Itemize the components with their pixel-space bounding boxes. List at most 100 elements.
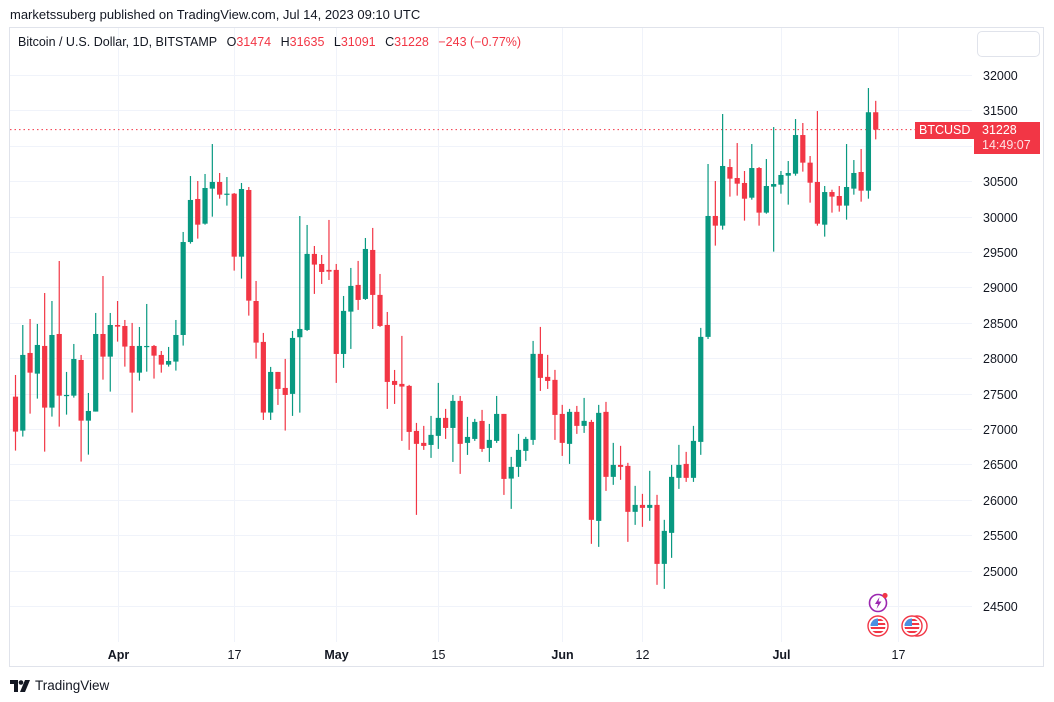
scale-settings-button[interactable] xyxy=(977,31,1040,57)
lightning-event-icon[interactable] xyxy=(868,591,890,618)
price-tick-label: 30500 xyxy=(983,175,1018,189)
candle-down xyxy=(617,445,624,480)
tradingview-logo-icon xyxy=(10,679,30,692)
candle-down xyxy=(807,155,813,203)
candles xyxy=(12,88,879,589)
candle-body xyxy=(209,181,215,189)
candle-up xyxy=(71,343,77,398)
candle-body xyxy=(523,438,529,451)
candle-body xyxy=(34,344,40,374)
us-flag-event-icon-stack[interactable] xyxy=(901,615,929,642)
candle-body xyxy=(144,345,150,348)
candle-down xyxy=(858,148,864,202)
candle-body xyxy=(763,186,769,213)
candle-up xyxy=(173,319,179,371)
price-tick-label: 25500 xyxy=(983,529,1018,543)
candle-body xyxy=(545,376,551,381)
candle-down xyxy=(734,143,740,196)
price-tick-label: 32000 xyxy=(983,69,1018,83)
candle-body xyxy=(822,192,828,225)
candle-body xyxy=(71,358,77,396)
candle-down xyxy=(399,335,405,441)
candle-down xyxy=(122,319,128,367)
candle-body xyxy=(428,434,434,445)
candle-body xyxy=(654,504,660,564)
candle-body xyxy=(391,380,398,385)
candle-up xyxy=(63,371,70,415)
candle-body xyxy=(260,341,266,413)
candle-up xyxy=(632,485,638,525)
candle-body xyxy=(792,135,799,174)
candle-body xyxy=(348,285,354,312)
candle-up xyxy=(669,464,675,558)
candle-body xyxy=(20,354,26,431)
candle-body xyxy=(12,396,19,432)
price-tick-label: 26000 xyxy=(983,494,1018,508)
candle-down xyxy=(552,369,558,440)
candle-down xyxy=(479,409,485,452)
candle-down xyxy=(158,350,164,373)
candle-down xyxy=(537,326,543,391)
candle-down xyxy=(100,276,106,380)
candle-up xyxy=(144,303,150,372)
tradingview-logo[interactable]: TradingView xyxy=(10,678,109,693)
candle-body xyxy=(807,162,813,183)
candle-up xyxy=(530,340,536,445)
us-flag-event-icon[interactable] xyxy=(867,615,889,642)
candle-body xyxy=(741,182,748,199)
candle-up xyxy=(289,330,296,416)
candle-down xyxy=(56,260,62,427)
candle-down xyxy=(333,263,339,383)
price-axis: 24500 25000 25500 26000 26500 27000 27500 28000… xyxy=(983,69,1018,614)
candle-body xyxy=(617,464,624,467)
candle-up xyxy=(340,295,347,368)
candle-body xyxy=(858,171,864,191)
candle-up xyxy=(822,186,828,237)
publish-info: marketssuberg published on TradingView.c… xyxy=(10,7,421,22)
price-tick-label: 30000 xyxy=(983,211,1018,225)
candle-body xyxy=(676,464,682,478)
candle-up xyxy=(224,177,230,206)
candle-down xyxy=(78,354,84,462)
candle-up xyxy=(362,237,369,300)
candle-body xyxy=(165,360,172,365)
candle-body xyxy=(581,420,587,426)
candle-up xyxy=(705,163,711,339)
candle-up xyxy=(720,114,726,230)
last-price-label: 31228 14:49:07 xyxy=(974,122,1040,154)
candle-up xyxy=(136,326,143,381)
price-tick-label: 27000 xyxy=(983,423,1018,437)
candle-body xyxy=(370,249,376,295)
candle-body xyxy=(399,383,405,387)
candle-body xyxy=(785,172,791,176)
candle-down xyxy=(253,280,259,359)
candle-down xyxy=(654,494,660,585)
price-tick-label: 25000 xyxy=(983,565,1018,579)
candle-down xyxy=(756,167,762,226)
candle-body xyxy=(362,248,369,299)
candle-body xyxy=(851,172,857,189)
price-tick-label: 24500 xyxy=(983,600,1018,614)
candle-body xyxy=(566,411,573,444)
candle-down xyxy=(712,180,718,246)
close-value: 31228 xyxy=(394,35,429,49)
candle-up xyxy=(85,392,91,455)
candle-body xyxy=(603,411,609,477)
candle-down xyxy=(639,493,646,527)
candle-up xyxy=(843,144,850,220)
candle-down xyxy=(114,300,121,342)
candle-body xyxy=(268,371,274,413)
candle-body xyxy=(486,439,492,448)
candle-body xyxy=(107,324,113,357)
candle-down xyxy=(559,404,565,456)
candle-body xyxy=(297,328,303,338)
candle-up xyxy=(238,182,245,279)
candle-body xyxy=(180,242,186,335)
candle-up xyxy=(749,144,755,200)
candle-up xyxy=(763,159,769,214)
candle-up xyxy=(450,394,456,462)
candle-down xyxy=(231,193,237,271)
grid-lines xyxy=(10,28,972,642)
candle-down xyxy=(800,123,806,172)
